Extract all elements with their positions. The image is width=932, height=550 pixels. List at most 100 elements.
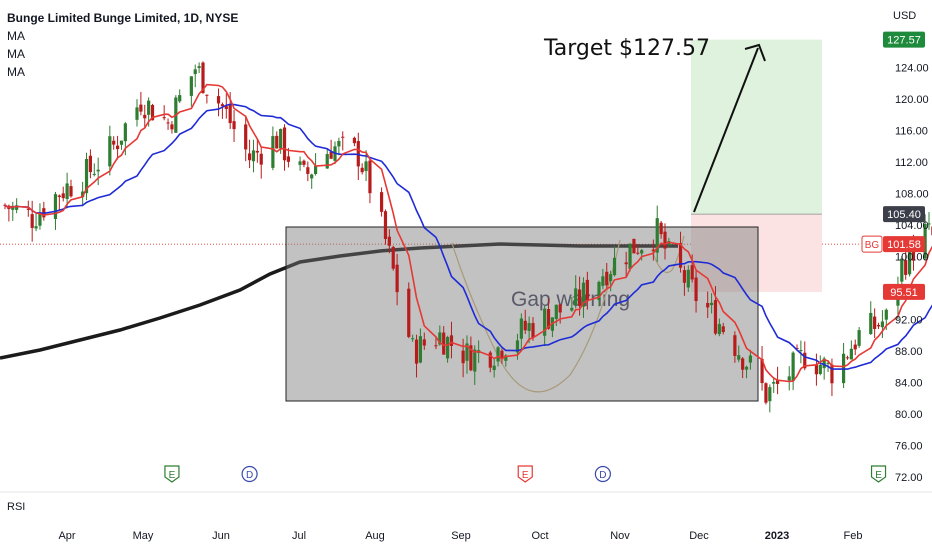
price-tags: 127.57 105.40 101.58 BG 95.51	[861, 31, 925, 300]
candle-body	[473, 349, 477, 372]
y-tick-label: 76.00	[895, 440, 923, 452]
candle-body	[201, 62, 205, 93]
candle-body	[772, 382, 776, 384]
candle-body	[38, 212, 42, 226]
candle-body	[519, 318, 523, 339]
candle-body	[197, 66, 201, 69]
symbol-tag-bg	[861, 235, 883, 253]
candle-body	[96, 169, 100, 172]
target-label: Target $127.57	[543, 36, 710, 61]
candle-body	[247, 153, 252, 161]
candle-body	[628, 243, 632, 269]
candle-body	[306, 167, 310, 174]
candle-body	[135, 107, 139, 120]
candle-body	[150, 105, 155, 121]
candle-body	[764, 383, 768, 403]
x-tick-label: Aug	[365, 530, 385, 542]
target-zone	[691, 39, 822, 215]
candle-body	[636, 252, 640, 254]
candle-body	[65, 183, 69, 200]
candle-body	[570, 307, 574, 311]
candle-body	[341, 136, 345, 138]
candle-body	[504, 355, 508, 361]
candle-body	[115, 145, 120, 150]
candle-body	[880, 321, 885, 328]
candle-body	[84, 158, 89, 194]
ma-fast	[4, 83, 932, 383]
candle-body	[488, 352, 492, 368]
earnings-marker: E	[164, 465, 180, 483]
candle-body	[360, 167, 364, 173]
candle-body	[123, 123, 127, 142]
price-tag-text: 127.57	[887, 35, 921, 47]
candle-body	[337, 140, 341, 147]
candle-body	[818, 364, 822, 374]
price-tag-bg	[883, 206, 925, 223]
cup-arc-main	[451, 239, 621, 393]
candlesticks	[3, 61, 932, 413]
candle-body	[69, 186, 73, 197]
candle-body	[927, 223, 931, 225]
dividend-marker: D	[241, 465, 258, 483]
earnings-marker: E	[870, 465, 887, 483]
candle-body	[709, 302, 714, 306]
candle-body	[609, 274, 613, 282]
candle-body	[189, 76, 193, 96]
time-axis: Apr May Jun Jul Aug Sep Oct Nov Dec 2023 Feb RSI	[0, 491, 932, 542]
ma-indicator-3[interactable]: MA	[7, 65, 25, 79]
price-tag-text: 105.40	[887, 209, 921, 221]
candle-body	[286, 156, 291, 162]
ma-indicator-1[interactable]: MA	[7, 29, 25, 43]
candle-body	[531, 323, 535, 338]
candle-body	[162, 117, 166, 119]
x-tick-label: Apr	[58, 530, 75, 542]
chart-legend: Bunge Limited Bunge Limited, 1D, NYSE MA…	[7, 9, 238, 81]
candle-body	[418, 336, 423, 363]
candle-body	[422, 339, 426, 346]
candle-body	[244, 124, 248, 150]
currency-label: USD	[893, 10, 916, 22]
candle-body	[624, 262, 628, 265]
candle-body	[546, 309, 551, 329]
y-tick-label: 100.00	[895, 252, 929, 264]
candle-body	[492, 365, 496, 370]
candle-body	[469, 345, 473, 371]
candle-body	[228, 104, 232, 124]
candle-body	[795, 348, 799, 350]
candle-body	[686, 269, 690, 288]
candle-body	[826, 362, 830, 364]
event-letter: E	[875, 470, 882, 481]
candle-body	[205, 94, 209, 96]
candle-body	[143, 114, 147, 119]
candle-body	[81, 191, 85, 198]
candle-body	[515, 340, 520, 353]
candle-body	[733, 335, 737, 356]
candle-body	[768, 387, 772, 402]
earnings-icon	[870, 465, 887, 483]
candle-body	[216, 96, 221, 104]
candle-body	[112, 140, 116, 145]
candle-body	[787, 376, 791, 381]
ma-mid	[4, 103, 932, 370]
candle-body	[224, 106, 228, 110]
y-tick-label: 120.00	[895, 94, 929, 106]
candle-body	[900, 258, 904, 282]
price-tag: 101.58 BG	[861, 235, 925, 253]
ma-indicator-2[interactable]: MA	[7, 47, 25, 61]
event-letter: E	[522, 470, 529, 481]
candle-body	[845, 357, 850, 359]
candle-body	[379, 192, 384, 212]
range-box: Gap warning	[285, 226, 759, 402]
x-tick-label: May	[133, 530, 154, 542]
y-tick-label: 84.00	[895, 378, 923, 390]
earnings-icon	[164, 465, 180, 483]
x-tick-label: Dec	[689, 530, 709, 542]
candle-body	[694, 277, 698, 302]
candle-body	[139, 104, 143, 112]
x-tick-label: Nov	[610, 530, 630, 542]
candle-body	[275, 135, 279, 149]
earnings-marker: E	[517, 465, 533, 483]
candle-body	[461, 350, 465, 364]
event-letter: E	[169, 470, 176, 481]
